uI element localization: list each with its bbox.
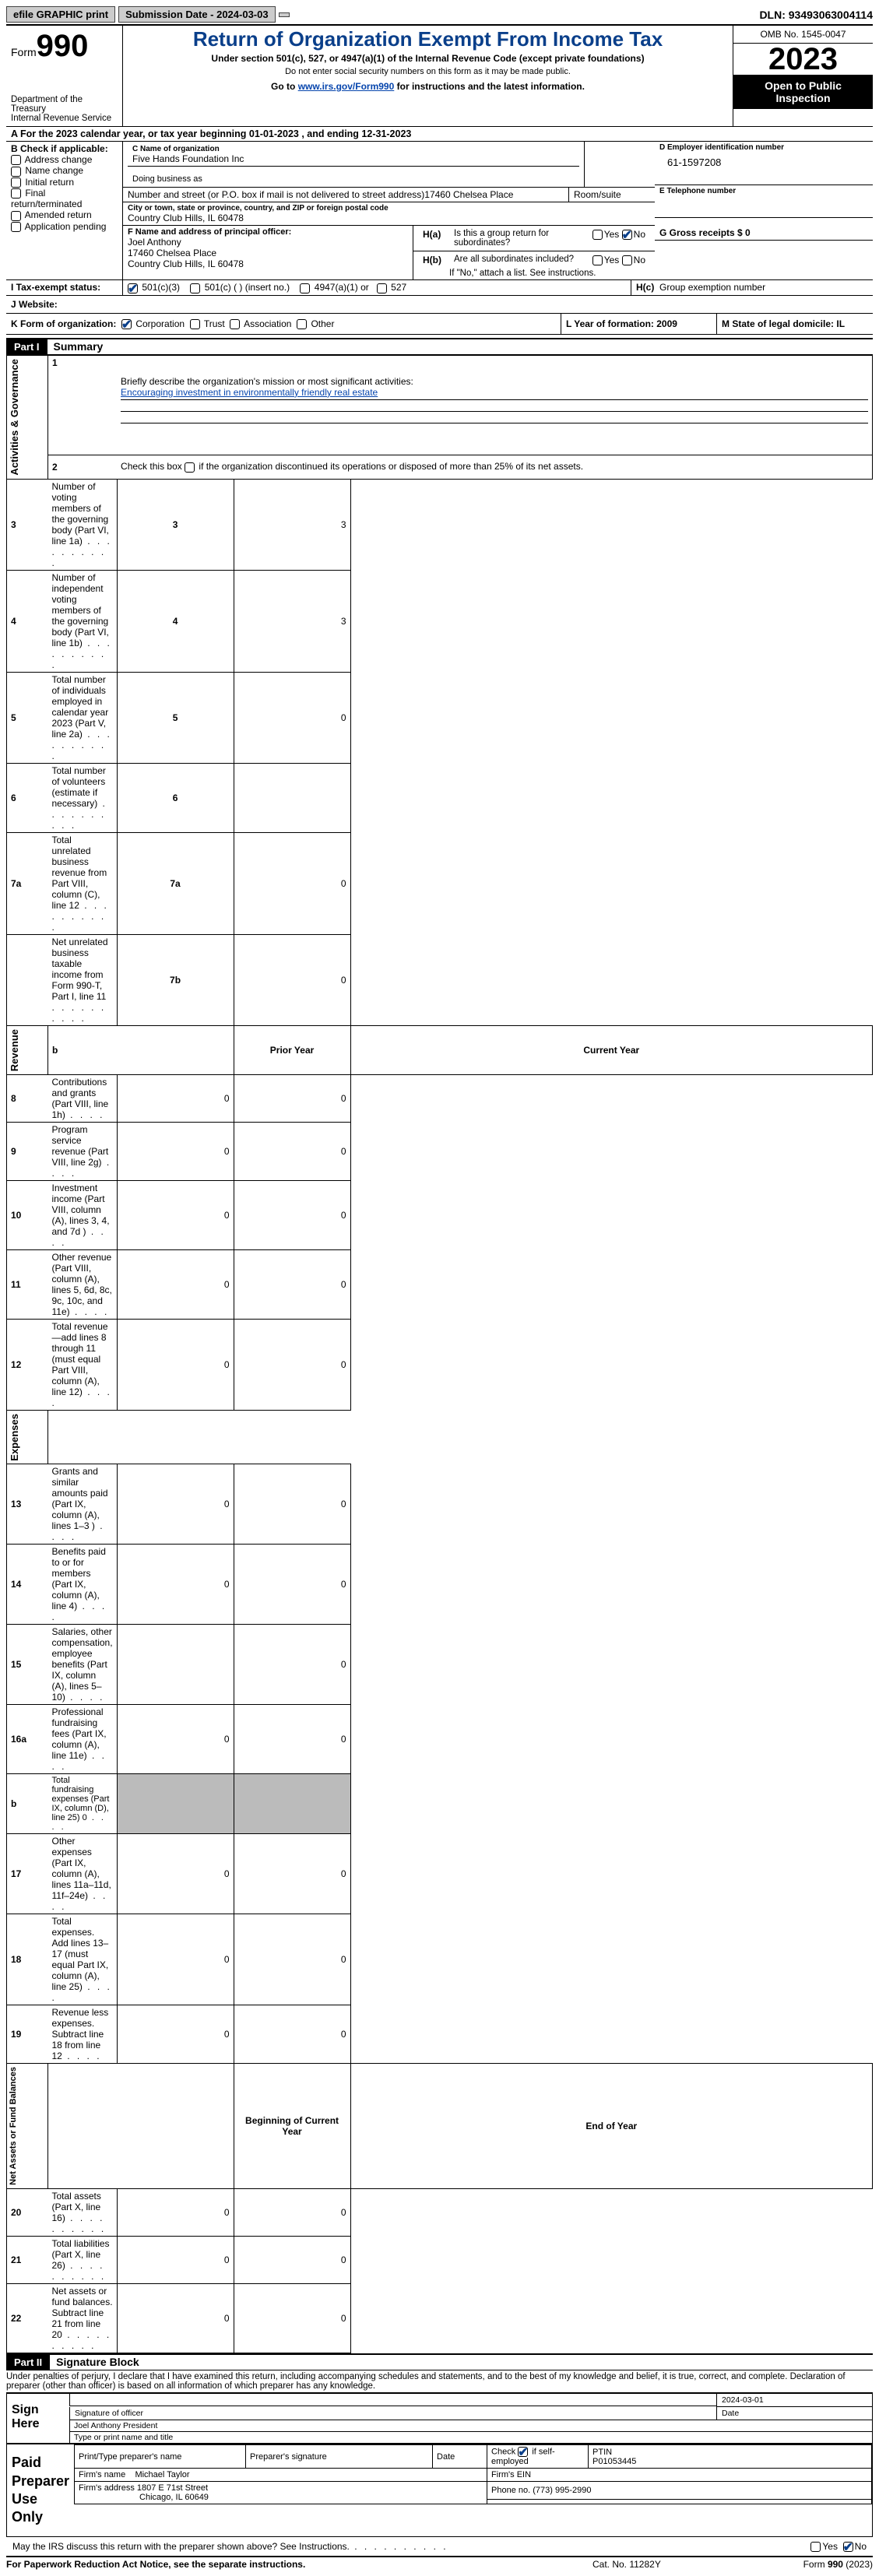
ein: 61-1597208 — [659, 152, 868, 168]
gross-receipts: G Gross receipts $ 0 — [659, 227, 751, 238]
other-check[interactable] — [297, 319, 307, 329]
top-bar: efile GRAPHIC print Submission Date - 20… — [6, 6, 873, 23]
firm-phone: (773) 995-2990 — [533, 2486, 591, 2495]
form-subtitle: Under section 501(c), 527, or 4947(a)(1)… — [128, 53, 728, 64]
officer-name: Joel Anthony — [128, 237, 408, 248]
501c3-check[interactable] — [128, 283, 138, 293]
self-employed-check[interactable] — [518, 2447, 528, 2457]
submission-date: Submission Date - 2024-03-03 — [118, 6, 276, 23]
section-B: B Check if applicable: Address change Na… — [6, 142, 123, 279]
527-check[interactable] — [377, 283, 387, 293]
ptin: P01053445 — [592, 2457, 636, 2466]
discontinued-check[interactable] — [185, 462, 195, 473]
efile-button[interactable]: efile GRAPHIC print — [6, 6, 115, 23]
dln: DLN: 93493063004114 — [759, 9, 873, 21]
paid-preparer-block: Paid Preparer Use Only Print/Type prepar… — [6, 2444, 873, 2537]
form-title: Return of Organization Exempt From Incom… — [128, 27, 728, 51]
corp-check[interactable] — [121, 319, 132, 329]
row-KLM: K Form of organization: Corporation Trus… — [6, 314, 873, 335]
officer-signature: Joel Anthony President — [69, 2420, 872, 2432]
checkbox-address-change: Address change — [11, 154, 118, 165]
info-section: B Check if applicable: Address change Na… — [6, 142, 873, 280]
mission-text: Encouraging investment in environmentall… — [121, 387, 378, 398]
part-II-bar: Part IISignature Block — [6, 2353, 873, 2370]
irs-label: Internal Revenue Service — [11, 114, 118, 123]
4947-check[interactable] — [300, 283, 310, 293]
checkbox-amended-return: Amended return — [11, 209, 118, 220]
form-number: Form990 — [11, 29, 118, 64]
ssn-note: Do not enter social security numbers on … — [128, 67, 728, 76]
ha-yes[interactable] — [592, 230, 603, 240]
row-J: J Website: — [6, 296, 873, 314]
org-name: Five Hands Foundation Inc — [132, 153, 244, 164]
sign-here-block: Sign Here 2024-03-01 Signature of office… — [6, 2392, 873, 2444]
checkbox-final-return-terminated: Final return/terminated — [11, 188, 118, 209]
form-header: Form990 Department of the Treasury Inter… — [6, 24, 873, 126]
checkbox-initial-return: Initial return — [11, 177, 118, 188]
hb-no[interactable] — [622, 255, 632, 265]
org-address: 17460 Chelsea Place — [424, 189, 513, 200]
firm-name: Michael Taylor — [135, 2470, 189, 2479]
goto-note: Go to www.irs.gov/Form990 for instructio… — [128, 81, 728, 92]
hb-yes[interactable] — [592, 255, 603, 265]
dept-label: Department of the Treasury — [11, 95, 118, 114]
trust-check[interactable] — [190, 319, 200, 329]
ha-no[interactable] — [622, 230, 632, 240]
tax-year: 2023 — [733, 44, 873, 75]
state-domicile: M State of legal domicile: IL — [722, 318, 845, 329]
checkbox-application-pending: Application pending — [11, 221, 118, 232]
row-I: I Tax-exempt status: 501(c)(3) 501(c) ( … — [6, 280, 873, 295]
page-footer: For Paperwork Reduction Act Notice, see … — [6, 2559, 873, 2570]
discuss-row: May the IRS discuss this return with the… — [6, 2537, 873, 2557]
501c-check[interactable] — [190, 283, 200, 293]
part-I-bar: Part ISummary — [6, 338, 873, 355]
open-inspection: Open to Public Inspection — [733, 75, 873, 109]
assoc-check[interactable] — [230, 319, 240, 329]
org-city: Country Club Hills, IL 60478 — [128, 213, 244, 223]
year-formation: L Year of formation: 2009 — [566, 318, 677, 329]
penalties-text: Under penalties of perjury, I declare th… — [6, 2370, 873, 2392]
omb-number: OMB No. 1545-0047 — [733, 26, 873, 44]
checkbox-name-change: Name change — [11, 165, 118, 176]
irs-link[interactable]: www.irs.gov/Form990 — [298, 81, 395, 92]
discuss-yes[interactable] — [810, 2542, 821, 2552]
discuss-no[interactable] — [843, 2542, 853, 2552]
blank-button — [279, 12, 290, 17]
summary-table: Activities & Governance 1 Briefly descri… — [6, 355, 873, 2353]
tax-year-row: A For the 2023 calendar year, or tax yea… — [6, 126, 873, 142]
